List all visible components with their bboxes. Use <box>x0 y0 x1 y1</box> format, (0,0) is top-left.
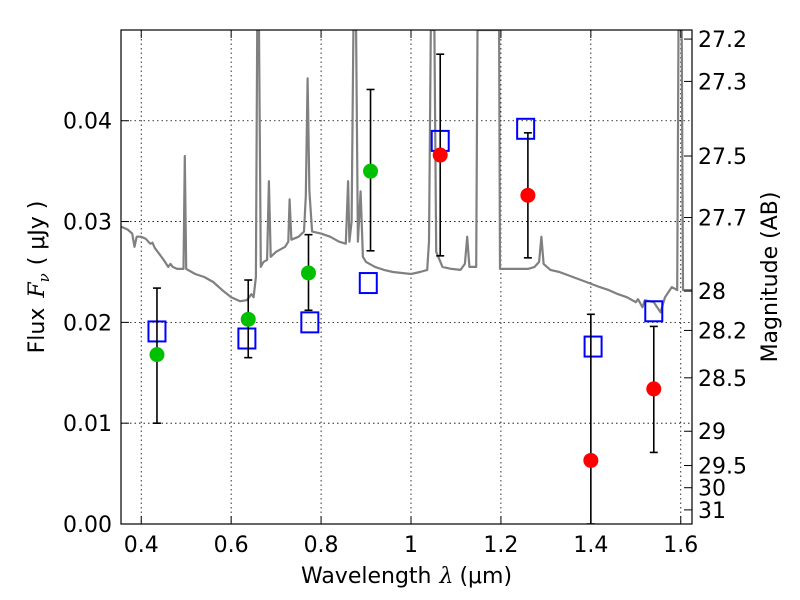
plot-area <box>121 30 692 524</box>
optical-detection-point <box>363 163 379 179</box>
y2-tick-label: 27.7 <box>698 207 747 232</box>
model-band-marker <box>300 311 320 334</box>
model-band-marker <box>358 272 378 295</box>
y2-axis-label: Magnitude (AB) <box>758 192 783 363</box>
y-tick-label: 0.01 <box>63 412 112 437</box>
optical-detection-point <box>240 311 256 327</box>
x-axis-label-symbol: λ <box>438 564 453 589</box>
x-tick-label: 0.4 <box>124 533 159 558</box>
model-band-marker <box>583 335 603 358</box>
model-band-marker <box>644 300 664 323</box>
infrared-detection-point <box>646 381 662 397</box>
y-axis-label-subscript: ν <box>35 273 53 282</box>
optical-detection-point <box>300 265 316 281</box>
model-spectrum-line <box>121 30 692 314</box>
x-tick-label: 1 <box>404 533 418 558</box>
y-axis-label-symbol: F <box>25 282 50 299</box>
x-axis-label: Wavelength λ (μm) <box>301 564 512 589</box>
y-axis-label-unit: ( μJy ) <box>25 201 50 266</box>
y2-tick-label: 29.5 <box>698 455 747 480</box>
plot-frame <box>120 29 693 525</box>
y2-tick-label: 28.2 <box>698 319 747 344</box>
y2-tick-label: 28.5 <box>698 367 747 392</box>
x-tick-label: 1.6 <box>663 533 698 558</box>
x-axis-label-prefix: Wavelength <box>301 564 432 589</box>
y2-tick-label: 27.2 <box>698 28 747 53</box>
y2-tick-label: 30 <box>698 477 726 502</box>
y2-tick-label: 29 <box>698 420 726 445</box>
y2-tick-label: 27.5 <box>698 145 747 170</box>
grid <box>121 30 692 525</box>
x-axis-label-unit: (μm) <box>459 564 512 589</box>
y-tick-label: 0.03 <box>63 211 112 236</box>
infrared-detection-point <box>583 452 599 468</box>
y2-tick-label: 28 <box>698 280 726 305</box>
y-tick-label: 0.02 <box>63 311 112 336</box>
x-tick-label: 1.2 <box>483 533 518 558</box>
infrared-detection-point <box>520 187 536 203</box>
y2-tick-label: 27.3 <box>698 70 747 95</box>
y-axis-label-prefix: Flux <box>25 308 50 354</box>
x-tick-label: 0.8 <box>304 533 339 558</box>
model-band-marker <box>237 327 257 350</box>
infrared-detection-point <box>432 147 448 163</box>
optical-detection-point <box>149 347 165 363</box>
y-tick-label: 0.04 <box>63 110 112 135</box>
model-band-marker <box>516 117 536 140</box>
y-tick-label: 0.00 <box>63 513 112 538</box>
axes <box>120 29 693 525</box>
axis-labels: 0.4 0.6 0.8 1 1.2 1.4 1.6 0.00 0.01 0.02 0.03 0.04 2… <box>25 28 783 589</box>
x-tick-label: 1.4 <box>573 533 608 558</box>
x-tick-label: 0.6 <box>214 533 249 558</box>
y2-tick-label: 31 <box>698 499 726 524</box>
y-axis-label: Flux Fν ( μJy ) <box>25 201 53 354</box>
